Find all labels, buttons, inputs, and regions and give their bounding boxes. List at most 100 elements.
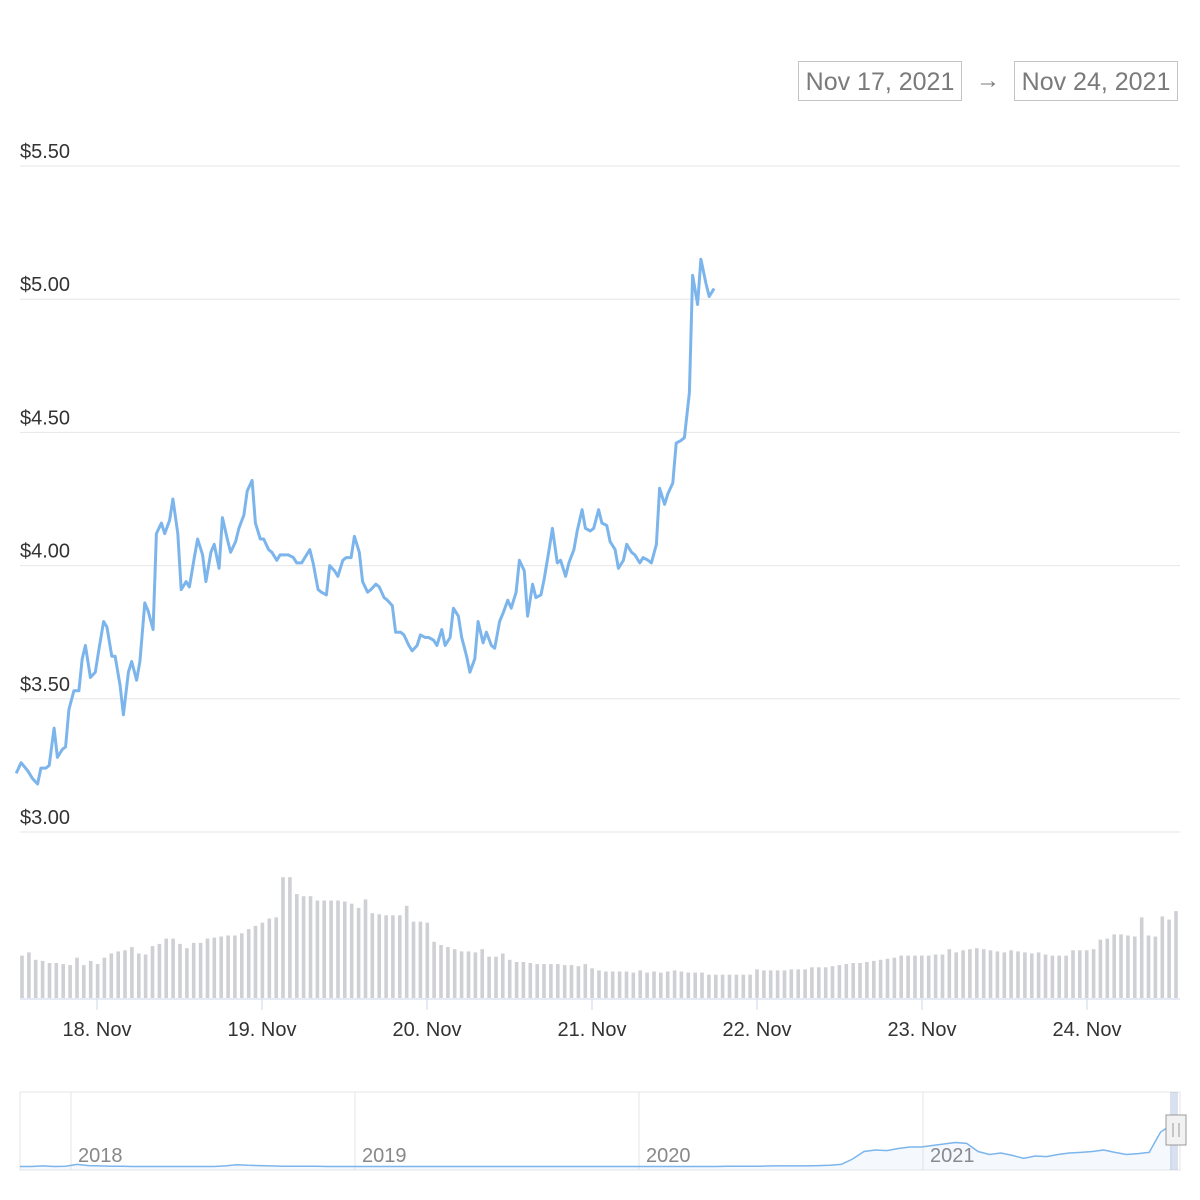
volume-bar: [1112, 934, 1116, 998]
volume-bar: [1071, 950, 1075, 998]
volume-bar: [432, 941, 436, 998]
volume-bar: [411, 921, 416, 998]
volume-bar: [47, 963, 52, 998]
volume-bar: [233, 935, 237, 998]
volume-bar: [322, 900, 326, 998]
volume-bar: [1126, 935, 1130, 998]
volume-bar: [782, 970, 787, 998]
volume-bar: [452, 949, 457, 998]
date-range-from-input[interactable]: Nov 17, 2021: [798, 61, 962, 101]
volume-bar: [130, 947, 134, 998]
volume-bar: [246, 929, 251, 998]
volume-bar: [1009, 950, 1013, 998]
volume-bar: [830, 966, 835, 998]
volume-bar: [446, 947, 450, 998]
volume-bar: [562, 965, 567, 998]
volume-bar: [851, 963, 855, 998]
volume-bar: [720, 974, 725, 998]
volume-bar: [858, 963, 862, 998]
volume-bar: [178, 943, 182, 998]
volume-bar: [940, 954, 945, 998]
volume-bar: [1078, 950, 1082, 998]
volume-bar: [954, 952, 958, 998]
volume-bar: [576, 966, 581, 998]
volume-bar: [789, 969, 794, 998]
volume-bar: [507, 959, 512, 998]
volume-bar: [391, 915, 395, 998]
volume-bar: [1119, 934, 1123, 998]
navigator-year-label: 2018: [78, 1145, 123, 1167]
navigator-handle-box: [1165, 1114, 1187, 1146]
volume-bar: [75, 957, 79, 998]
x-tick-label: 22. Nov: [723, 1019, 792, 1041]
navigator-series-line: [20, 1123, 1173, 1168]
volume-bar: [755, 969, 759, 998]
x-tick-label: 19. Nov: [228, 1019, 297, 1041]
volume-bar: [796, 969, 800, 998]
volume-bar: [590, 968, 594, 998]
volume-bar: [920, 955, 924, 998]
volume-bar: [837, 965, 842, 998]
volume-series: [20, 877, 1178, 998]
volume-bar: [137, 953, 141, 998]
volume-bar: [686, 972, 691, 998]
volume-bar: [707, 974, 711, 998]
navigator[interactable]: 2018 2019 2020 2021: [19, 1091, 1187, 1171]
volume-bar: [906, 955, 910, 998]
volume-bar: [1167, 919, 1171, 998]
volume-bar: [88, 960, 93, 998]
volume-bar: [631, 972, 636, 998]
volume-bar: [926, 955, 931, 998]
volume-bar: [768, 970, 773, 998]
volume-bar: [1036, 952, 1041, 998]
volume-bar: [604, 971, 608, 998]
date-range-to-input[interactable]: Nov 24, 2021: [1014, 61, 1178, 101]
volume-bar: [885, 958, 890, 998]
volume-bar: [398, 915, 402, 998]
price-series: [14, 257, 716, 786]
volume-bar: [253, 925, 258, 998]
navigator-handle-icon[interactable]: [1165, 1114, 1187, 1146]
volume-bar: [61, 964, 65, 998]
navigator-frame: [19, 1091, 1181, 1171]
volume-bar: [20, 955, 24, 998]
volume-bar: [494, 956, 498, 998]
volume-bar: [714, 974, 718, 998]
volume-bar: [226, 935, 230, 998]
volume-bar: [377, 914, 381, 998]
volume-bar: [439, 945, 443, 998]
x-tick-label: 24. Nov: [1053, 1019, 1122, 1041]
volume-bar: [947, 949, 952, 998]
volume-bar: [480, 949, 484, 998]
volume-bar: [872, 960, 876, 998]
volume-bar: [116, 951, 120, 998]
volume-bar: [487, 956, 491, 998]
y-tick-label: $5.00: [20, 274, 70, 296]
volume-bar: [556, 964, 560, 998]
volume-bar: [240, 933, 244, 998]
volume-bar: [968, 949, 972, 998]
volume-bar: [823, 967, 828, 998]
volume-bar: [803, 969, 807, 998]
volume-bar: [109, 953, 114, 998]
volume-bar: [1146, 935, 1151, 998]
volume-bar: [672, 970, 677, 998]
volume-bar: [569, 965, 574, 998]
x-tick-label: 21. Nov: [558, 1019, 627, 1041]
volume-bar: [542, 964, 546, 998]
volume-bar: [185, 948, 189, 998]
volume-bar: [336, 900, 340, 998]
volume-bar: [975, 948, 979, 998]
volume-bar: [68, 965, 72, 998]
volume-bar: [308, 896, 313, 998]
volume-bar: [665, 971, 670, 998]
volume-bar: [700, 972, 704, 998]
volume-bar: [1160, 916, 1165, 998]
volume-bar: [425, 922, 430, 998]
volume-bar: [892, 957, 897, 998]
volume-bar: [528, 963, 533, 998]
volume-bar: [363, 899, 368, 998]
x-tick-label: 23. Nov: [888, 1019, 957, 1041]
volume-bar: [933, 954, 938, 998]
volume-bar: [1091, 949, 1096, 998]
